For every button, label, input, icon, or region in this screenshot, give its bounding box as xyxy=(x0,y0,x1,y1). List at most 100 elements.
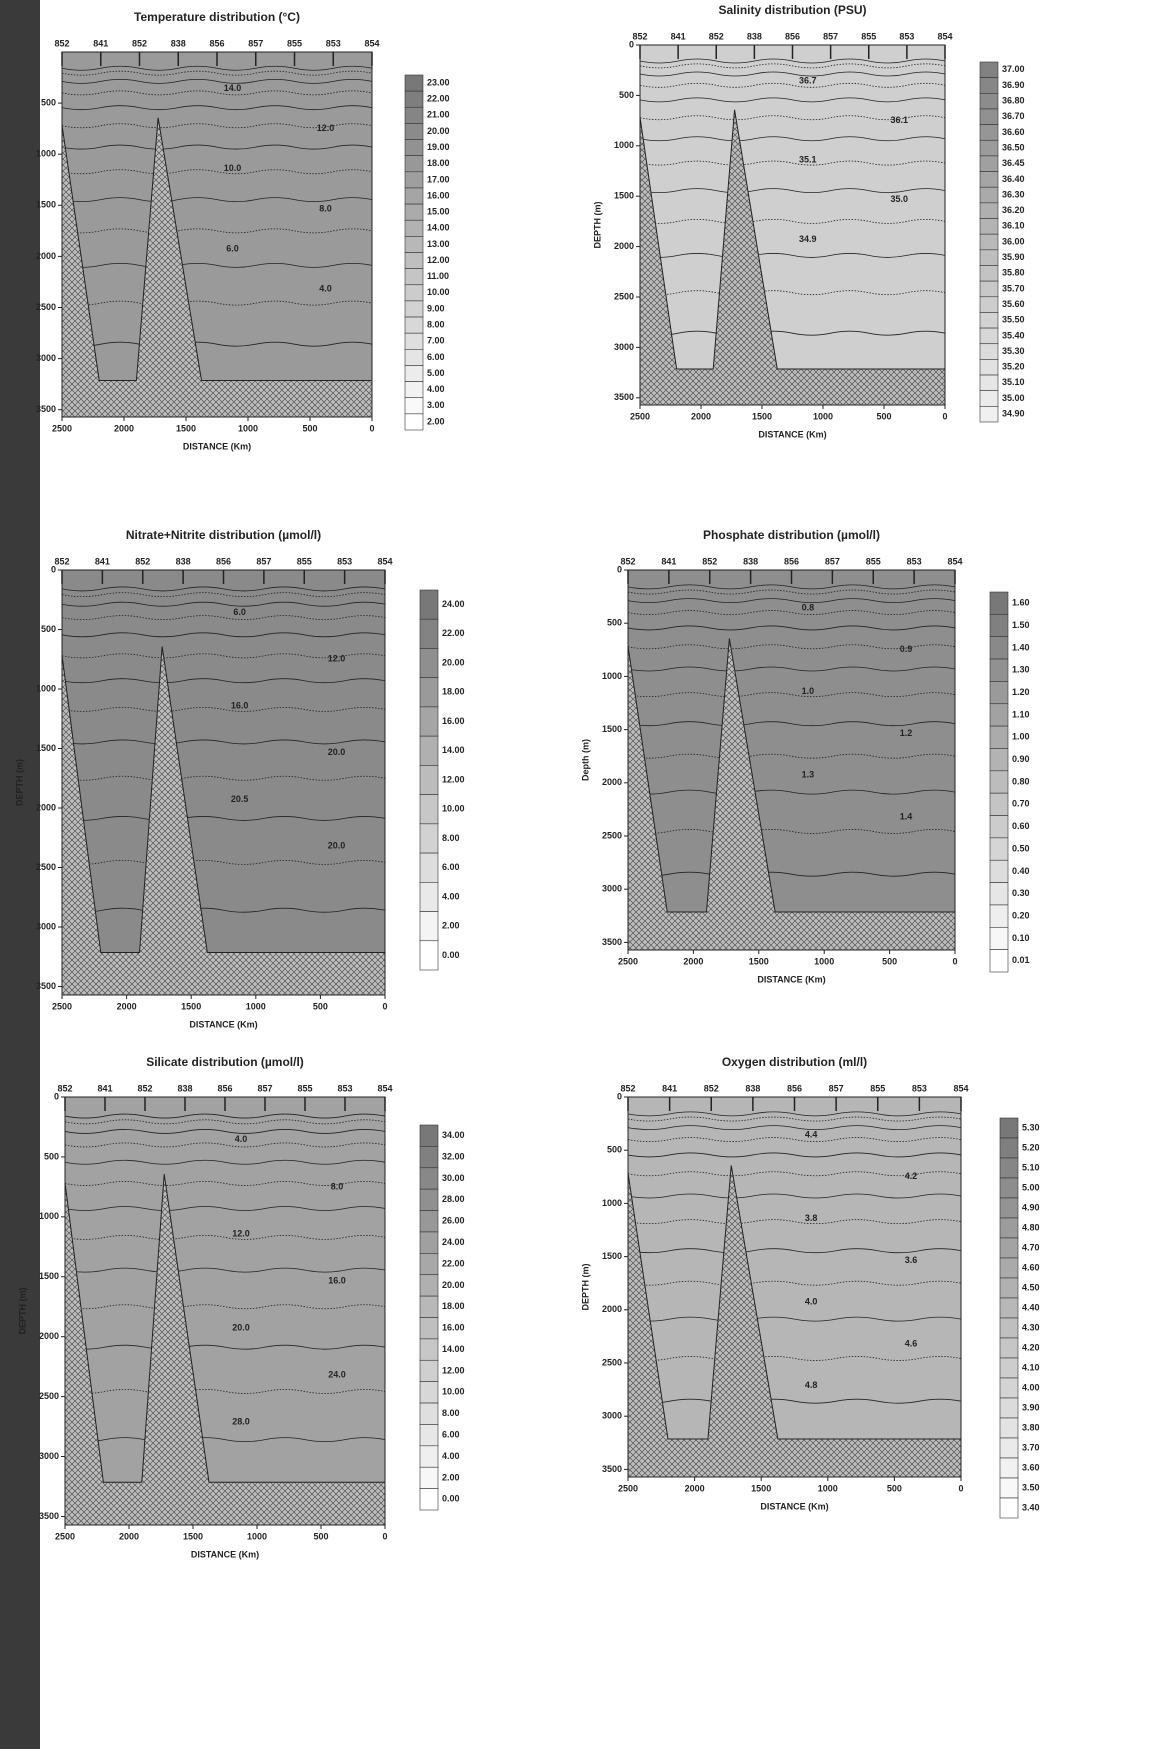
legend-label: 5.00 xyxy=(1022,1182,1040,1192)
legend-swatch xyxy=(419,1124,439,1147)
station-label: 841 xyxy=(95,556,110,566)
legend-label: 4.50 xyxy=(1022,1282,1040,1292)
legend-swatch xyxy=(404,106,424,124)
legend-swatch xyxy=(404,123,424,140)
legend-label: 35.10 xyxy=(1002,377,1025,387)
legend-swatch xyxy=(404,236,424,253)
contour-line xyxy=(627,1171,962,1177)
legend-swatch xyxy=(999,1357,1019,1379)
station-label: 853 xyxy=(337,1083,352,1093)
contour-line xyxy=(64,1181,386,1186)
y-tick-label: 1500 xyxy=(36,743,56,753)
panel: Silicate distribution (µmol/l) 852 841 852 8… xyxy=(17,1055,464,1559)
legend-label: 3.50 xyxy=(1022,1482,1040,1492)
x-tick-label: 2000 xyxy=(119,1531,139,1541)
legend-swatch xyxy=(999,1497,1019,1519)
station-label: 852 xyxy=(632,31,647,41)
y-tick-label: 2000 xyxy=(36,251,56,261)
legend-swatch xyxy=(404,187,424,205)
station-label: 853 xyxy=(899,31,914,41)
legend-label: 21.00 xyxy=(427,110,450,120)
legend-swatch xyxy=(419,677,439,708)
legend-label: 35.00 xyxy=(1002,393,1025,403)
contour-line xyxy=(61,615,386,620)
legend-swatch xyxy=(419,648,439,678)
contour-line xyxy=(639,115,946,121)
contour-label: 8.0 xyxy=(319,203,332,213)
contour-line xyxy=(627,1356,962,1361)
legend-swatch xyxy=(419,1424,439,1447)
x-tick-label: 1000 xyxy=(246,1001,266,1011)
x-tick-label: 1500 xyxy=(752,411,772,421)
y-tick-label: 3000 xyxy=(602,1411,622,1421)
station-label: 854 xyxy=(377,1083,392,1093)
legend-label: 4.30 xyxy=(1022,1322,1040,1332)
legend-label: 35.20 xyxy=(1002,362,1025,372)
panel-title: Phosphate distribution (µmol/l) xyxy=(703,528,880,542)
station-label: 852 xyxy=(620,1083,635,1093)
contour-label: 4.0 xyxy=(235,1134,248,1144)
legend-swatch xyxy=(979,390,999,407)
x-tick-label: 500 xyxy=(882,956,897,966)
x-tick-label: 2000 xyxy=(685,1483,705,1493)
station-label: 838 xyxy=(176,556,191,566)
legend-label: 3.60 xyxy=(1022,1462,1040,1472)
x-tick-label: 1500 xyxy=(749,956,769,966)
plot-area xyxy=(627,1096,962,1478)
legend-label: 36.30 xyxy=(1002,189,1025,199)
station-label: 853 xyxy=(912,1083,927,1093)
legend-label: 10.00 xyxy=(442,1387,465,1397)
panel-title: Salinity distribution (PSU) xyxy=(718,3,866,17)
legend-label: 16.00 xyxy=(442,1323,465,1333)
x-tick-label: 2500 xyxy=(55,1531,75,1541)
x-tick-label: 500 xyxy=(313,1531,328,1541)
y-tick-label: 2500 xyxy=(36,302,56,312)
station-label: 857 xyxy=(829,1083,844,1093)
x-tick-label: 1000 xyxy=(818,1483,838,1493)
legend-label: 34.90 xyxy=(1002,409,1025,419)
station-label: 841 xyxy=(93,38,108,48)
station-label: 853 xyxy=(907,556,922,566)
legend-label: 0.10 xyxy=(1012,933,1030,943)
contour-line xyxy=(639,330,946,336)
y-tick-label: 3000 xyxy=(36,921,56,931)
x-tick-label: 0 xyxy=(958,1483,963,1493)
legend-swatch xyxy=(989,681,1009,705)
legend-swatch xyxy=(989,815,1009,839)
legend-label: 11.00 xyxy=(427,271,449,281)
x-tick-label: 500 xyxy=(313,1001,328,1011)
legend-label: 1.00 xyxy=(1012,732,1030,742)
legend-label: 20.00 xyxy=(427,126,450,136)
legend-swatch xyxy=(999,1197,1019,1219)
x-tick-label: 2500 xyxy=(618,956,638,966)
contour-line xyxy=(627,1219,962,1225)
legend-label: 13.00 xyxy=(427,239,450,249)
legend-swatch xyxy=(419,794,439,825)
seabed xyxy=(627,638,956,951)
legend-label: 15.00 xyxy=(427,207,450,217)
legend-swatch xyxy=(404,349,424,366)
contour-label: 0.8 xyxy=(802,602,815,612)
legend-swatch xyxy=(404,139,424,156)
legend-swatch xyxy=(979,93,999,110)
station-label: 841 xyxy=(661,556,676,566)
legend-swatch xyxy=(979,296,999,313)
legend-label: 36.45 xyxy=(1002,158,1025,168)
legend-swatch xyxy=(999,1177,1019,1199)
contour-line xyxy=(61,65,373,71)
legend-swatch xyxy=(404,316,424,334)
x-tick-label: 1000 xyxy=(238,423,258,433)
station-label: 841 xyxy=(97,1083,112,1093)
legend-label: 8.00 xyxy=(442,1408,460,1418)
x-tick-label: 500 xyxy=(302,423,317,433)
contour-label: 36.7 xyxy=(799,75,817,85)
station-label: 855 xyxy=(866,556,881,566)
contour-line xyxy=(627,584,956,590)
legend-swatch xyxy=(419,1402,439,1425)
station-label: 852 xyxy=(702,556,717,566)
y-tick-label: 1000 xyxy=(36,149,56,159)
legend-swatch xyxy=(979,61,999,78)
legend-label: 1.30 xyxy=(1012,665,1030,675)
panel-title: Oxygen distribution (ml/l) xyxy=(722,1055,867,1069)
